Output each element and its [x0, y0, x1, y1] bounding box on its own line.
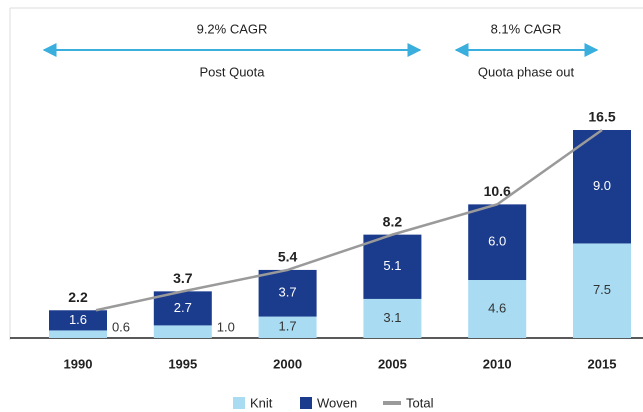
- total-line: [95, 128, 603, 312]
- data-label: 6.0: [488, 234, 506, 249]
- data-label: 9.0: [593, 178, 611, 193]
- data-label: 7.5: [593, 282, 611, 297]
- total-label: 10.6: [484, 183, 511, 199]
- bar-segment: [468, 204, 527, 281]
- data-label: 2.7: [174, 300, 192, 315]
- data-label: 1.7: [279, 319, 297, 334]
- annotation: 8.1% CAGR: [491, 21, 562, 36]
- legend-label: Knit: [250, 395, 273, 410]
- bar-segment: [258, 269, 317, 317]
- data-label: 3.7: [279, 285, 297, 300]
- legend-swatch: [233, 397, 245, 409]
- legend-label: Woven: [317, 395, 357, 410]
- total-label: 3.7: [173, 270, 193, 286]
- bar-segment: [573, 130, 631, 244]
- legend-label: Total: [406, 395, 434, 410]
- annotation: Quota phase out: [478, 64, 575, 79]
- x-tick-label: 2015: [588, 356, 617, 371]
- data-label: 4.6: [488, 300, 506, 315]
- annotation: Post Quota: [199, 64, 265, 79]
- data-label: 3.1: [383, 310, 401, 325]
- bar-segment: [363, 234, 422, 299]
- total-label: 2.2: [68, 289, 88, 305]
- total-label: 8.2: [383, 213, 403, 229]
- data-label: 1.0: [217, 319, 235, 334]
- bar-segment: [153, 325, 212, 338]
- x-tick-label: 2000: [273, 356, 302, 371]
- x-tick-label: 2005: [378, 356, 407, 371]
- x-tick-label: 1995: [168, 356, 197, 371]
- data-label: 1.6: [69, 312, 87, 327]
- bar-segment: [49, 310, 107, 331]
- bar-segment: [363, 298, 422, 338]
- bar-segment: [153, 291, 212, 326]
- bar-segment: [49, 330, 107, 338]
- bar-segment: [573, 243, 631, 338]
- legend-swatch: [300, 397, 312, 409]
- data-label: 0.6: [112, 319, 130, 334]
- total-label: 16.5: [588, 109, 615, 125]
- total-label: 5.4: [278, 249, 298, 265]
- annotation: 9.2% CAGR: [197, 21, 268, 36]
- bar-segment: [258, 316, 317, 338]
- data-label: 5.1: [383, 258, 401, 273]
- x-tick-label: 1990: [64, 356, 93, 371]
- bar-segment: [468, 280, 527, 338]
- x-tick-label: 2010: [483, 356, 512, 371]
